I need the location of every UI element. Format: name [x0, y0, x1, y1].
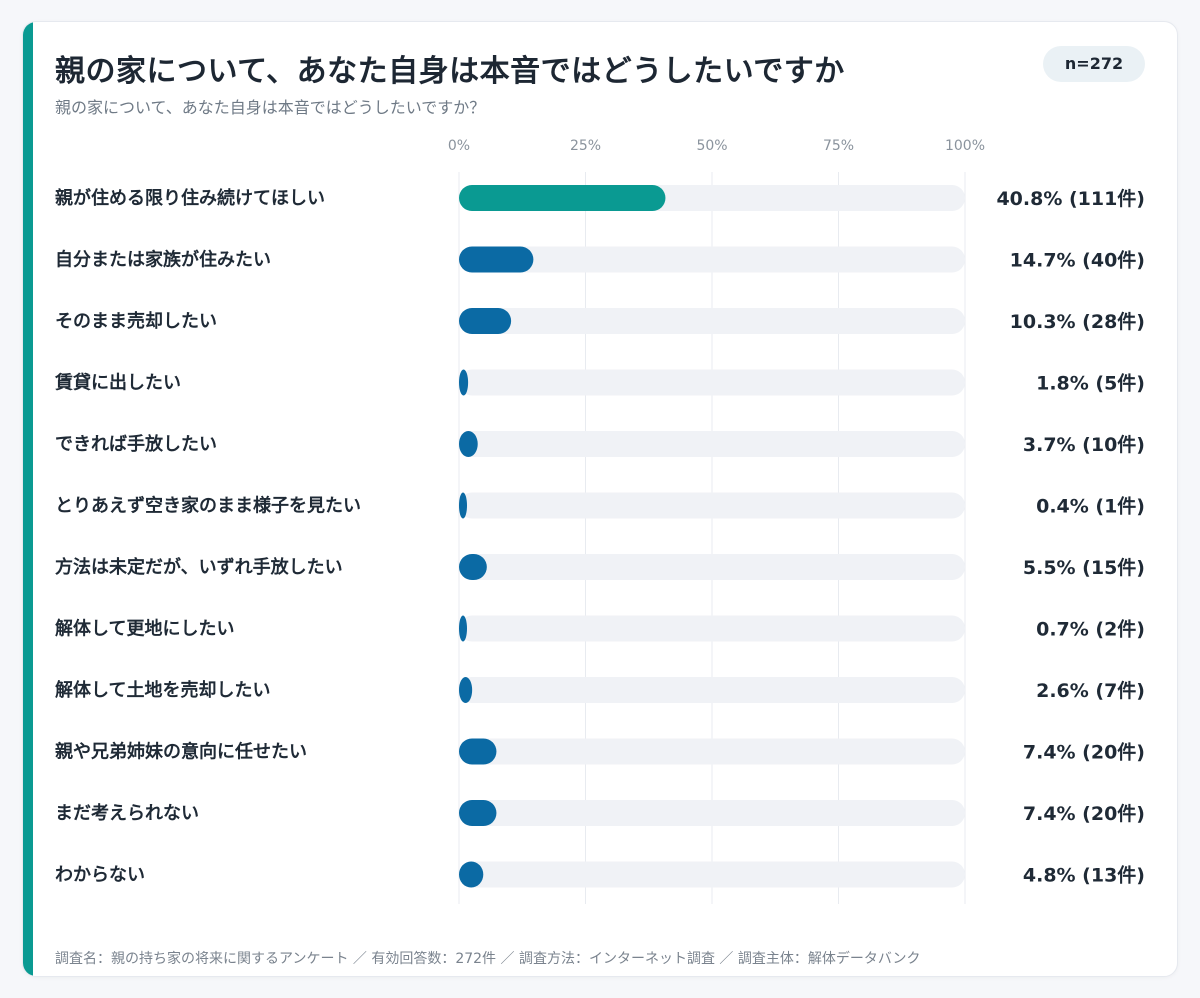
- bar: [459, 861, 484, 888]
- value-label: 5.5% (15件): [1023, 556, 1145, 579]
- value-label: 1.8% (5件): [1036, 372, 1145, 395]
- category-label: 解体して更地にしたい: [55, 618, 234, 640]
- value-label: 3.7% (10件): [1023, 433, 1145, 456]
- bar-track: [459, 554, 965, 580]
- category-label: 自分または家族が住みたい: [55, 249, 271, 271]
- category-label: 方法は未定だが、いずれ手放したい: [55, 556, 343, 578]
- bar-chart: 0% 25% 50% 75% 100% 親が住める限り住み続けてほしい 40.8% (111…: [54, 138, 1145, 904]
- chart-title: 親の家について、あなた自身は本音ではどうしたいですか: [55, 54, 845, 89]
- value-label: 10.3% (28件): [1010, 310, 1145, 333]
- bar-track: [459, 369, 965, 396]
- category-label: できれば手放したい: [55, 433, 217, 455]
- bar-track: [459, 431, 965, 457]
- category-label: 賃貸に出したい: [54, 372, 181, 394]
- chart-subtitle: 親の家について、あなた自身は本音ではどうしたいですか？: [55, 98, 486, 117]
- category-label: わからない: [55, 865, 145, 886]
- value-label: 0.4% (1件): [1036, 495, 1145, 518]
- bar-track: [459, 492, 965, 519]
- value-label: 4.8% (13件): [1023, 864, 1145, 887]
- bar-track: [459, 246, 965, 273]
- x-tick-label: 25%: [570, 138, 601, 154]
- bar: [459, 738, 497, 765]
- survey-footnote: 調査名：親の持ち家の将来に関するアンケート ／ 有効回答数：272件 ／ 調査方…: [55, 951, 921, 967]
- category-label: とりあえず空き家のまま様子を見たい: [55, 495, 361, 517]
- x-tick-label: 100%: [945, 138, 985, 154]
- bar: [459, 492, 467, 519]
- bar: [459, 369, 469, 396]
- value-label: 7.4% (20件): [1023, 741, 1145, 764]
- value-label: 40.8% (111件): [996, 187, 1145, 210]
- bar: [459, 308, 512, 334]
- value-label: 2.6% (7件): [1036, 679, 1145, 702]
- value-label: 0.7% (2件): [1036, 618, 1145, 641]
- bar-track: [459, 738, 965, 765]
- bar: [459, 185, 666, 211]
- bar: [459, 677, 473, 703]
- bar: [459, 554, 487, 580]
- chart-card: 親の家について、あなた自身は本音ではどうしたいですか 親の家について、あなた自身…: [22, 21, 1178, 977]
- category-label: まだ考えられない: [55, 802, 199, 824]
- bar: [459, 246, 534, 273]
- bar-track: [459, 677, 965, 703]
- bar-track: [459, 861, 965, 888]
- bar: [459, 431, 478, 457]
- x-tick-label: 50%: [696, 138, 727, 154]
- value-label: 7.4% (20件): [1023, 802, 1145, 825]
- x-tick-label: 0%: [448, 138, 470, 154]
- x-tick-label: 75%: [823, 138, 854, 154]
- category-label: そのまま売却したい: [55, 310, 217, 332]
- category-label: 解体して土地を売却したい: [55, 679, 270, 701]
- bar-track: [459, 308, 965, 334]
- bar: [459, 615, 467, 642]
- accent-stripe: [23, 22, 33, 976]
- sample-size-badge: n=272: [1043, 46, 1145, 82]
- bar: [459, 800, 497, 826]
- bar-track: [459, 800, 965, 826]
- category-label: 親が住める限り住み続けてほしい: [55, 187, 325, 209]
- value-label: 14.7% (40件): [1010, 249, 1145, 272]
- category-label: 親や兄弟姉妹の意向に任せたい: [55, 741, 307, 763]
- bar-track: [459, 615, 965, 642]
